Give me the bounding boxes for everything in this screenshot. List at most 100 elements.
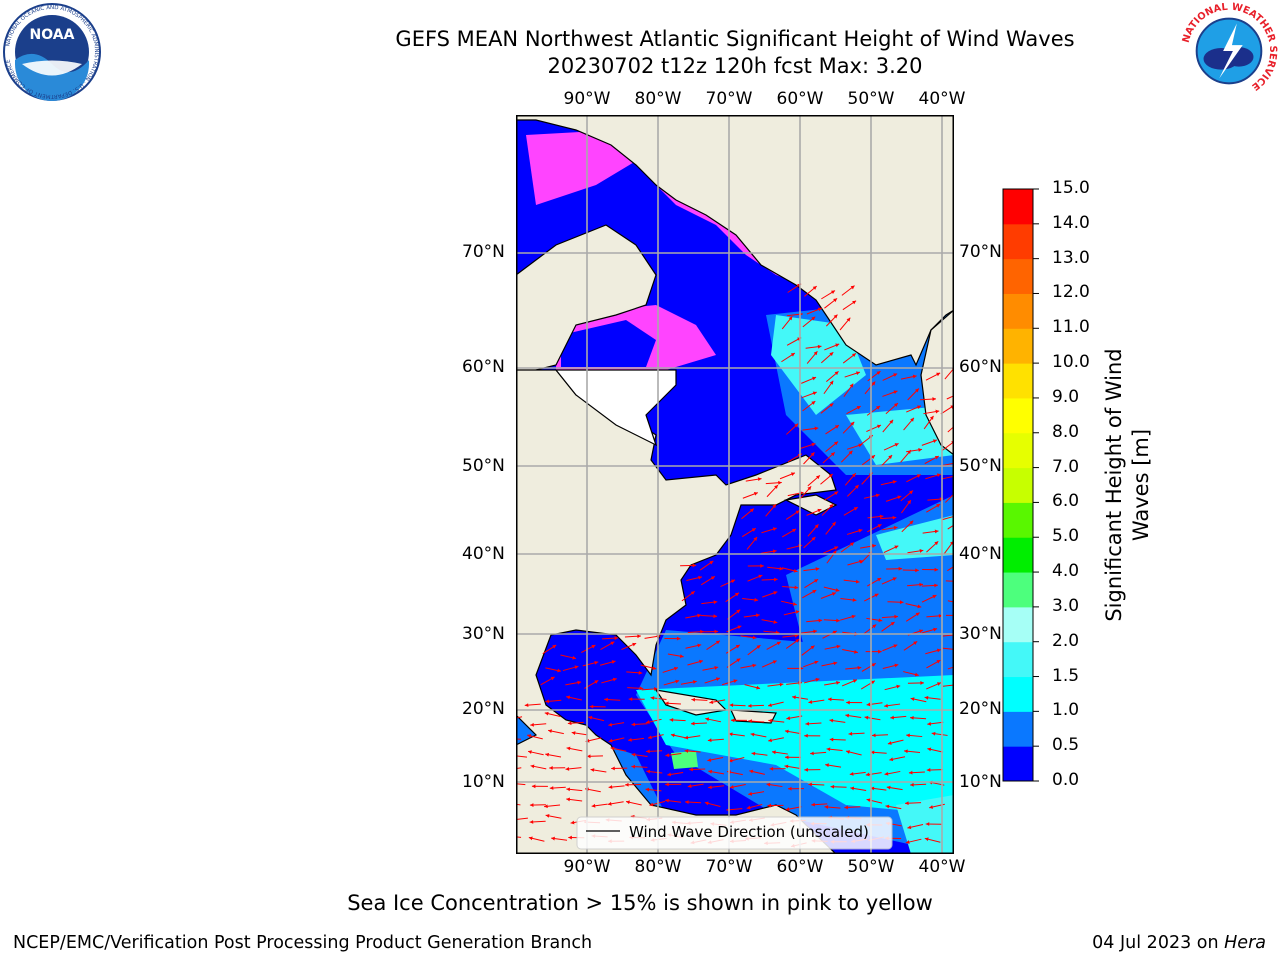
- wave-direction-arrowhead: [769, 766, 774, 771]
- wave-direction-arrowhead: [850, 285, 855, 290]
- colorbar-segment: [1003, 537, 1033, 573]
- wind-wave-legend: Wind Wave Direction (unscaled): [576, 816, 893, 850]
- wave-direction-arrowhead: [856, 406, 861, 410]
- wave-direction-arrowhead: [748, 791, 753, 796]
- colorbar-tick-label: 0.5: [1052, 735, 1080, 756]
- wave-direction-arrowhead: [710, 576, 715, 580]
- wave-direction-arrowhead: [932, 439, 937, 444]
- lon-label-bottom: 90°W: [563, 857, 611, 877]
- wave-direction-arrowhead: [524, 703, 529, 708]
- lon-label-top: 80°W: [634, 89, 682, 109]
- lon-label-bottom: 70°W: [705, 857, 753, 877]
- wave-direction-arrowhead: [647, 735, 652, 740]
- wave-direction-arrowhead: [570, 820, 575, 825]
- wave-direction-arrowhead: [753, 492, 758, 496]
- wave-direction-arrowhead: [792, 695, 796, 700]
- wave-direction-arrowhead: [768, 718, 773, 723]
- wave-direction-arrowhead: [728, 732, 733, 737]
- wave-direction-arrow: [516, 803, 521, 806]
- wave-direction-arrowhead: [608, 738, 613, 743]
- wave-direction-arrowhead: [594, 680, 599, 684]
- wave-direction-arrowhead: [746, 805, 751, 810]
- wave-direction-arrowhead: [859, 559, 863, 564]
- wave-direction-arrowhead: [567, 721, 572, 726]
- wave-direction-arrowhead: [787, 786, 792, 791]
- wave-direction-arrowhead: [910, 697, 915, 701]
- wave-direction-arrowhead: [795, 610, 800, 614]
- wave-direction-arrowhead: [795, 510, 800, 515]
- wave-direction-arrowhead: [804, 767, 808, 772]
- wave-direction-arrowhead: [735, 644, 740, 649]
- colorbar-tick-label: 9.0: [1052, 386, 1080, 407]
- wave-direction-arrowhead: [792, 602, 797, 606]
- wave-direction-arrowhead: [808, 782, 812, 787]
- wave-direction-arrowhead: [829, 352, 834, 357]
- wave-direction-arrowhead: [865, 772, 870, 777]
- wave-direction-arrowhead: [890, 715, 894, 720]
- wave-direction-arrowhead: [610, 746, 615, 751]
- wave-direction-arrowhead: [572, 655, 577, 660]
- wave-direction-arrowhead: [733, 679, 738, 683]
- wave-direction-arrowhead: [934, 541, 939, 546]
- wave-direction-arrowhead: [665, 798, 669, 803]
- wave-direction-arrowhead: [549, 786, 554, 790]
- wave-direction-arrowhead: [846, 750, 850, 754]
- wave-direction-arrowhead: [729, 703, 734, 708]
- wave-direction-arrowhead: [919, 629, 924, 634]
- wave-direction-arrowhead: [907, 450, 911, 455]
- wave-direction-arrowhead: [645, 787, 650, 792]
- wave-direction-arrowhead: [889, 757, 894, 762]
- wave-direction-arrowhead: [731, 579, 736, 584]
- wave-direction-arrowhead: [779, 566, 784, 571]
- producer-credit: NCEP/EMC/Verification Post Processing Pr…: [13, 933, 593, 953]
- wave-direction-arrowhead: [852, 300, 857, 305]
- wave-direction-arrowhead: [929, 805, 934, 809]
- wave-direction-arrowhead: [934, 529, 939, 534]
- wave-direction-arrowhead: [604, 697, 608, 702]
- wave-direction-arrowhead: [829, 403, 834, 408]
- wave-direction-arrowhead: [611, 766, 615, 771]
- wave-direction-arrowhead: [715, 677, 720, 682]
- wave-direction-arrowhead: [566, 787, 571, 792]
- wave-direction-arrowhead: [631, 764, 636, 769]
- wave-direction-arrow: [947, 565, 954, 572]
- colorbar-segment: [1003, 746, 1033, 782]
- wave-direction-arrowhead: [684, 735, 689, 740]
- colorbar-segment: [1003, 223, 1033, 260]
- wave-direction-arrowhead: [810, 751, 814, 756]
- wave-direction-arrowhead: [691, 697, 696, 702]
- wave-direction-arrowhead: [936, 504, 941, 508]
- wave-direction-arrowhead: [772, 660, 777, 664]
- wave-direction-arrowhead: [577, 680, 582, 685]
- wave-direction-arrow: [942, 647, 954, 650]
- wave-direction-arrowhead: [645, 720, 650, 724]
- wave-direction-arrowhead: [884, 703, 888, 708]
- wave-direction-arrowhead: [917, 405, 922, 409]
- wave-direction-arrowhead: [813, 629, 817, 634]
- wave-direction-arrowhead: [608, 785, 613, 789]
- wave-direction-arrowhead: [692, 563, 697, 568]
- wave-direction-arrowhead: [844, 805, 848, 810]
- wave-direction-arrowhead: [752, 663, 757, 668]
- colorbar-segment: [1003, 711, 1033, 747]
- wave-direction-arrowhead: [664, 701, 669, 706]
- wave-direction-arrowhead: [590, 768, 595, 772]
- wave-direction-arrowhead: [811, 442, 816, 447]
- wave-direction-arrowhead: [892, 515, 897, 520]
- wave-direction-arrowhead: [756, 645, 761, 649]
- wave-direction-arrowhead: [772, 504, 777, 509]
- wave-direction-arrow: [516, 817, 528, 821]
- nws-logo: NATIONAL WEATHER SERVICE: [1181, 2, 1278, 99]
- wave-direction-arrowhead: [737, 625, 742, 630]
- wave-direction-arrowhead: [812, 286, 817, 290]
- wave-direction-arrowhead: [565, 767, 570, 771]
- wave-direction-arrowhead: [905, 840, 910, 844]
- wave-direction-arrowhead: [810, 645, 815, 650]
- colorbar-tick-label: 0.0: [1052, 770, 1080, 790]
- wave-direction-arrowhead: [938, 613, 943, 618]
- wave-direction-arrowhead: [705, 717, 710, 722]
- wave-direction-arrowhead: [933, 627, 938, 632]
- wave-direction-arrowhead: [875, 493, 880, 498]
- wave-direction-arrowhead: [878, 649, 882, 654]
- wave-direction-arrowhead: [709, 560, 714, 565]
